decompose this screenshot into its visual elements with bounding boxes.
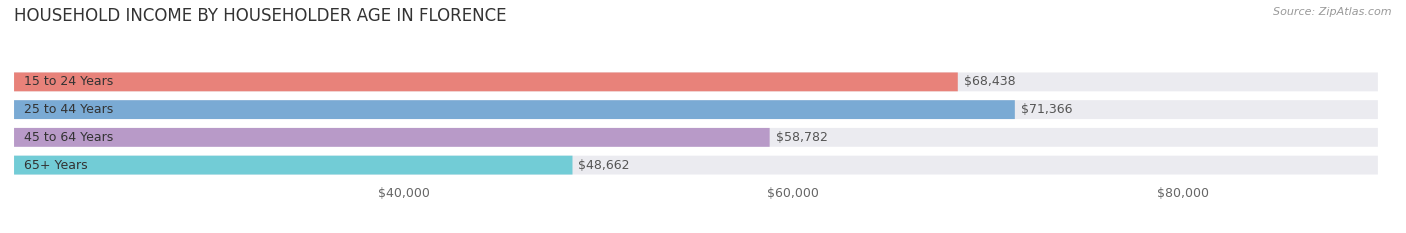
FancyBboxPatch shape	[14, 128, 769, 147]
FancyBboxPatch shape	[14, 100, 1378, 119]
Text: $58,782: $58,782	[776, 131, 827, 144]
FancyBboxPatch shape	[14, 100, 1015, 119]
Text: 25 to 44 Years: 25 to 44 Years	[24, 103, 112, 116]
Text: 45 to 64 Years: 45 to 64 Years	[24, 131, 112, 144]
FancyBboxPatch shape	[14, 128, 1378, 147]
Text: $71,366: $71,366	[1021, 103, 1073, 116]
FancyBboxPatch shape	[14, 156, 1378, 175]
FancyBboxPatch shape	[14, 72, 957, 91]
Text: Source: ZipAtlas.com: Source: ZipAtlas.com	[1274, 7, 1392, 17]
Text: $68,438: $68,438	[963, 75, 1015, 88]
Text: HOUSEHOLD INCOME BY HOUSEHOLDER AGE IN FLORENCE: HOUSEHOLD INCOME BY HOUSEHOLDER AGE IN F…	[14, 7, 506, 25]
Text: $48,662: $48,662	[578, 159, 630, 171]
FancyBboxPatch shape	[14, 72, 1378, 91]
Text: 65+ Years: 65+ Years	[24, 159, 87, 171]
FancyBboxPatch shape	[14, 156, 572, 175]
Text: 15 to 24 Years: 15 to 24 Years	[24, 75, 112, 88]
